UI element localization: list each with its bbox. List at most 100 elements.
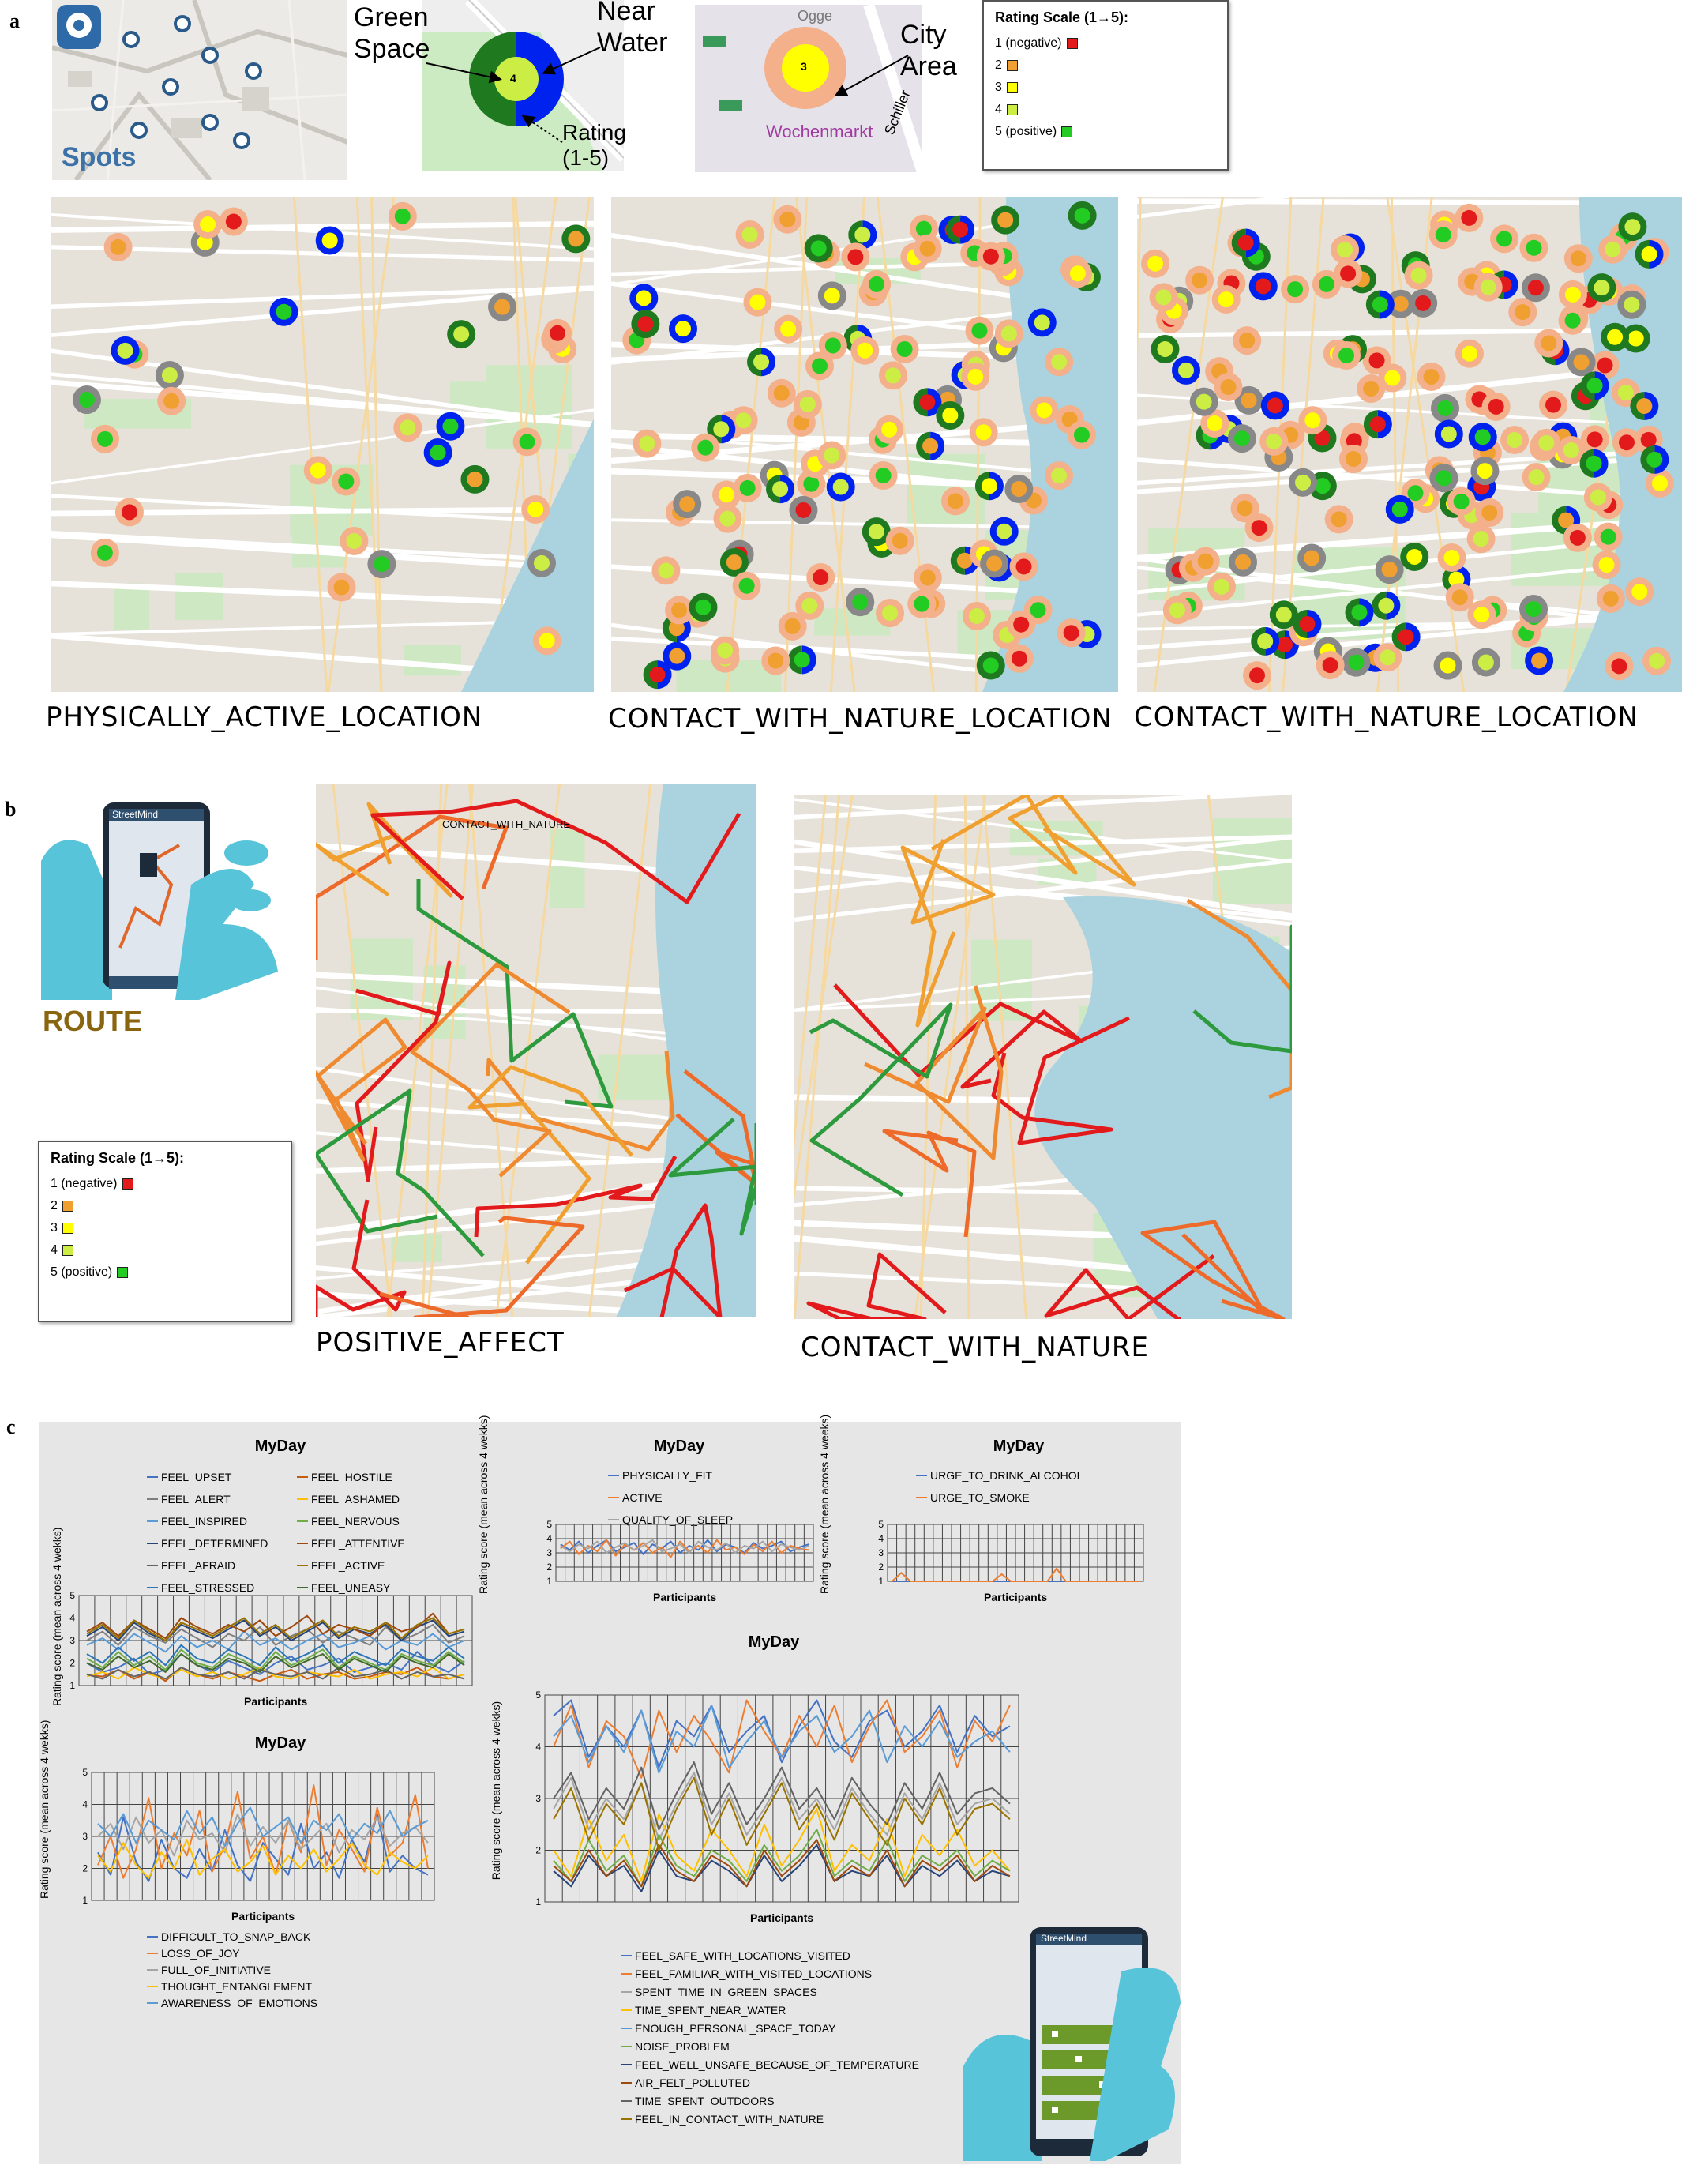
spot-marker [941, 487, 970, 516]
rating-center [952, 221, 969, 238]
panel-label-b: b [5, 798, 17, 821]
rating-center [1147, 255, 1164, 272]
water-body [1034, 896, 1292, 1319]
rating-center [1235, 554, 1252, 570]
spot-marker [805, 351, 835, 381]
rating-center [1233, 430, 1250, 447]
rating-center [824, 447, 840, 464]
spot-marker [1640, 445, 1669, 474]
rating-center [121, 504, 137, 521]
phone-hand-graphic [41, 802, 278, 1000]
legend-item: FEEL_NERVOUS [297, 1515, 400, 1528]
rating-center [1178, 362, 1195, 378]
legend-swatch [621, 2046, 632, 2047]
rating-center [812, 358, 828, 374]
spot-marker [817, 441, 846, 470]
spot-marker [527, 548, 556, 577]
spot-marker [1057, 618, 1086, 648]
legend-item: FEEL_HOSTILE [297, 1471, 392, 1483]
swatch-3 [1006, 82, 1018, 93]
rating-center [494, 299, 511, 315]
spot-marker [1009, 552, 1038, 581]
spot-marker [1244, 513, 1274, 543]
spot-marker [1519, 233, 1548, 262]
spot-marker [1149, 283, 1178, 312]
example-rating-value: 4 [510, 72, 516, 85]
rating-center [1275, 607, 1292, 623]
rating-center [1636, 398, 1653, 415]
rating-center [1545, 397, 1562, 413]
road [51, 531, 594, 564]
spot-marker [1357, 374, 1386, 403]
spot-marker [916, 431, 945, 460]
y-tick-label: 1 [69, 1680, 75, 1691]
rating-center [636, 290, 652, 306]
rating-center [430, 445, 446, 461]
spot-marker [1521, 273, 1550, 303]
rating-center [1169, 602, 1185, 618]
rating-center [996, 523, 1012, 539]
spot-marker [90, 538, 119, 567]
rating-center [276, 303, 292, 320]
rating-center [1030, 602, 1046, 618]
spots-label: Spots [62, 142, 137, 172]
spot-marker [719, 547, 749, 577]
y-axis-label: Rating score (mean across 4 weeks) [818, 1414, 831, 1594]
rating-center [1248, 667, 1265, 684]
legend-swatch [621, 1991, 632, 1993]
line-chart-plot: 1 2 3 4 5 [546, 1519, 814, 1587]
spot-marker [747, 348, 776, 377]
spot-marker [841, 242, 870, 272]
legend-b-label-5: 5 (positive) [51, 1265, 113, 1279]
legend-item: QUALITY_OF_SLEEP [608, 1513, 733, 1526]
spot-marker [1386, 289, 1415, 318]
rating-center [1255, 278, 1271, 295]
rating-center [738, 577, 755, 594]
rating-center [1649, 652, 1665, 669]
rating-center [1345, 451, 1361, 468]
legend-row-5: 5 (positive) [995, 121, 1216, 143]
spot-marker [111, 336, 140, 365]
rating-center [1013, 616, 1030, 633]
route-line [991, 1016, 1131, 1145]
route-line [316, 814, 509, 960]
rating-center [726, 554, 742, 570]
rating-center [919, 240, 936, 257]
legend-swatch [147, 1498, 158, 1500]
spot-marker [532, 626, 561, 656]
rating-center [1299, 615, 1316, 632]
legend-item: ENOUGH_PERSONAL_SPACE_TODAY [621, 2022, 835, 2035]
spot-marker [521, 494, 550, 524]
caption-contact-nature-1: CONTACT_WITH_NATURE_LOCATION [608, 703, 1113, 735]
series-line [553, 1761, 1011, 1831]
spot-marker [393, 413, 422, 442]
park-area [404, 645, 461, 676]
rating-center [1436, 400, 1453, 416]
rating-center [919, 569, 936, 586]
spot-marker [193, 210, 223, 239]
rating-center [1586, 378, 1603, 394]
spot-marker [1067, 420, 1096, 449]
spot-marker [743, 288, 772, 317]
rating-center [1453, 493, 1470, 509]
rating-center [539, 633, 555, 649]
spot-marker [991, 205, 1020, 235]
rating-center [1461, 345, 1477, 362]
rating-center [847, 249, 864, 265]
spot-marker [327, 573, 356, 602]
legend-swatch [147, 1587, 158, 1588]
spot-marker [1334, 259, 1363, 288]
series-line [86, 1644, 465, 1667]
rating-center [1640, 431, 1657, 448]
route-line [1140, 1220, 1286, 1319]
spot-marker [1316, 651, 1345, 680]
legend-swatch [297, 1476, 308, 1478]
spot-marker [1365, 290, 1395, 319]
y-tick-label: 4 [69, 1613, 75, 1624]
park-area [449, 381, 554, 408]
legend-swatch [147, 1969, 158, 1971]
rating-center [1314, 478, 1331, 494]
road [1137, 556, 1682, 632]
spot-marker [436, 412, 465, 441]
spot-marker [1007, 610, 1036, 639]
